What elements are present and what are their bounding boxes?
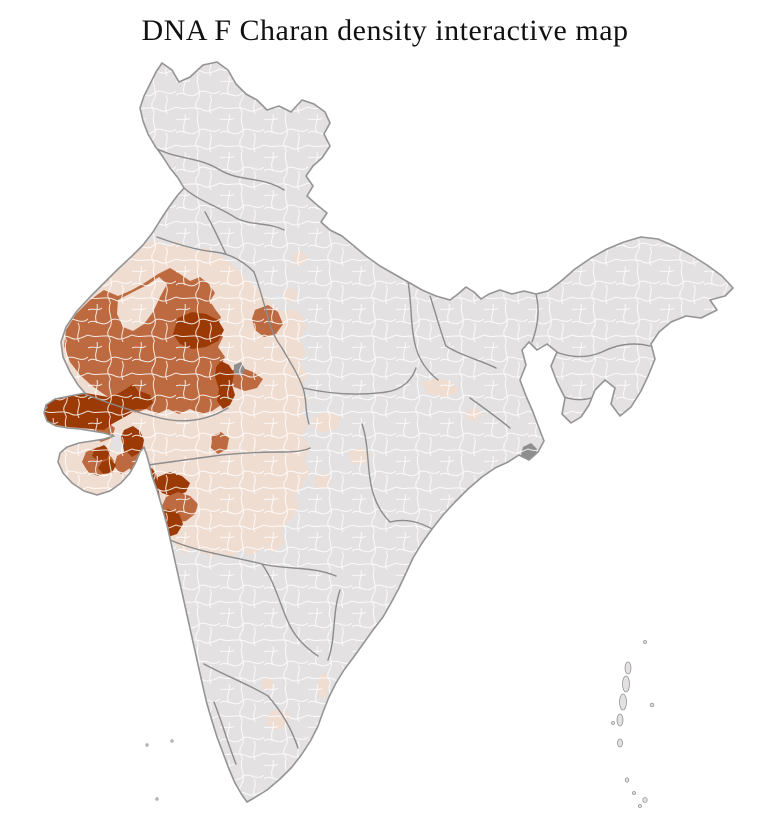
state-border-kerala-tn	[213, 701, 237, 765]
state-border-telangana-ap	[261, 563, 319, 657]
map-title: DNA F Charan density interactive map	[141, 14, 629, 47]
state-border-chhattisgarh-odisha	[389, 519, 435, 531]
andaman_nicobar-island-9	[632, 791, 636, 795]
state-border-wb-sikkim	[531, 293, 539, 343]
andaman_nicobar-island-7	[617, 738, 623, 748]
district-borders-texture	[44, 62, 733, 802]
state-border-mp-chhattisgarh	[361, 423, 391, 523]
state-border-rajasthan-gujarat	[84, 393, 229, 422]
state-border-karnataka-tn	[203, 663, 269, 697]
andaman_nicobar-island-1	[624, 661, 632, 675]
state-border-gujarat-maharashtra	[147, 447, 311, 466]
state-border-haryana-up	[253, 271, 283, 349]
andaman_nicobar-island-8	[624, 777, 630, 783]
state-border-jharkhand-wb	[469, 397, 511, 429]
lakshadweep-island-2	[155, 797, 159, 801]
andaman_nicobar-island-2	[622, 675, 630, 693]
state-border-assam-meghalaya	[555, 343, 651, 358]
andaman_nicobar-island-5	[611, 721, 615, 725]
state-border-himachal	[183, 187, 285, 231]
andaman_nicobar-island-0	[643, 640, 647, 644]
lakshadweep-island-0	[145, 743, 149, 747]
state-border-punjab-rajasthan	[156, 236, 255, 273]
state-borders	[84, 145, 651, 765]
state-border-ap-coast	[327, 589, 341, 661]
lakshadweep-island-1	[170, 739, 174, 743]
andaman_nicobar-island-11	[638, 804, 642, 808]
state-border-punjab-haryana	[204, 211, 227, 255]
state-border-tn-inner	[267, 695, 299, 749]
state-border-mp-up	[302, 367, 417, 395]
andaman_nicobar-island-3	[619, 693, 627, 711]
andaman_nicobar-island-6	[649, 702, 655, 708]
state-border-bihar-jharkhand	[429, 295, 497, 369]
state-border-kashmir	[151, 145, 285, 191]
state-border-up-bihar	[407, 281, 439, 381]
andaman_nicobar-island-10	[642, 797, 648, 803]
islands-layer	[145, 640, 655, 808]
andaman_nicobar-island-4	[616, 713, 624, 727]
